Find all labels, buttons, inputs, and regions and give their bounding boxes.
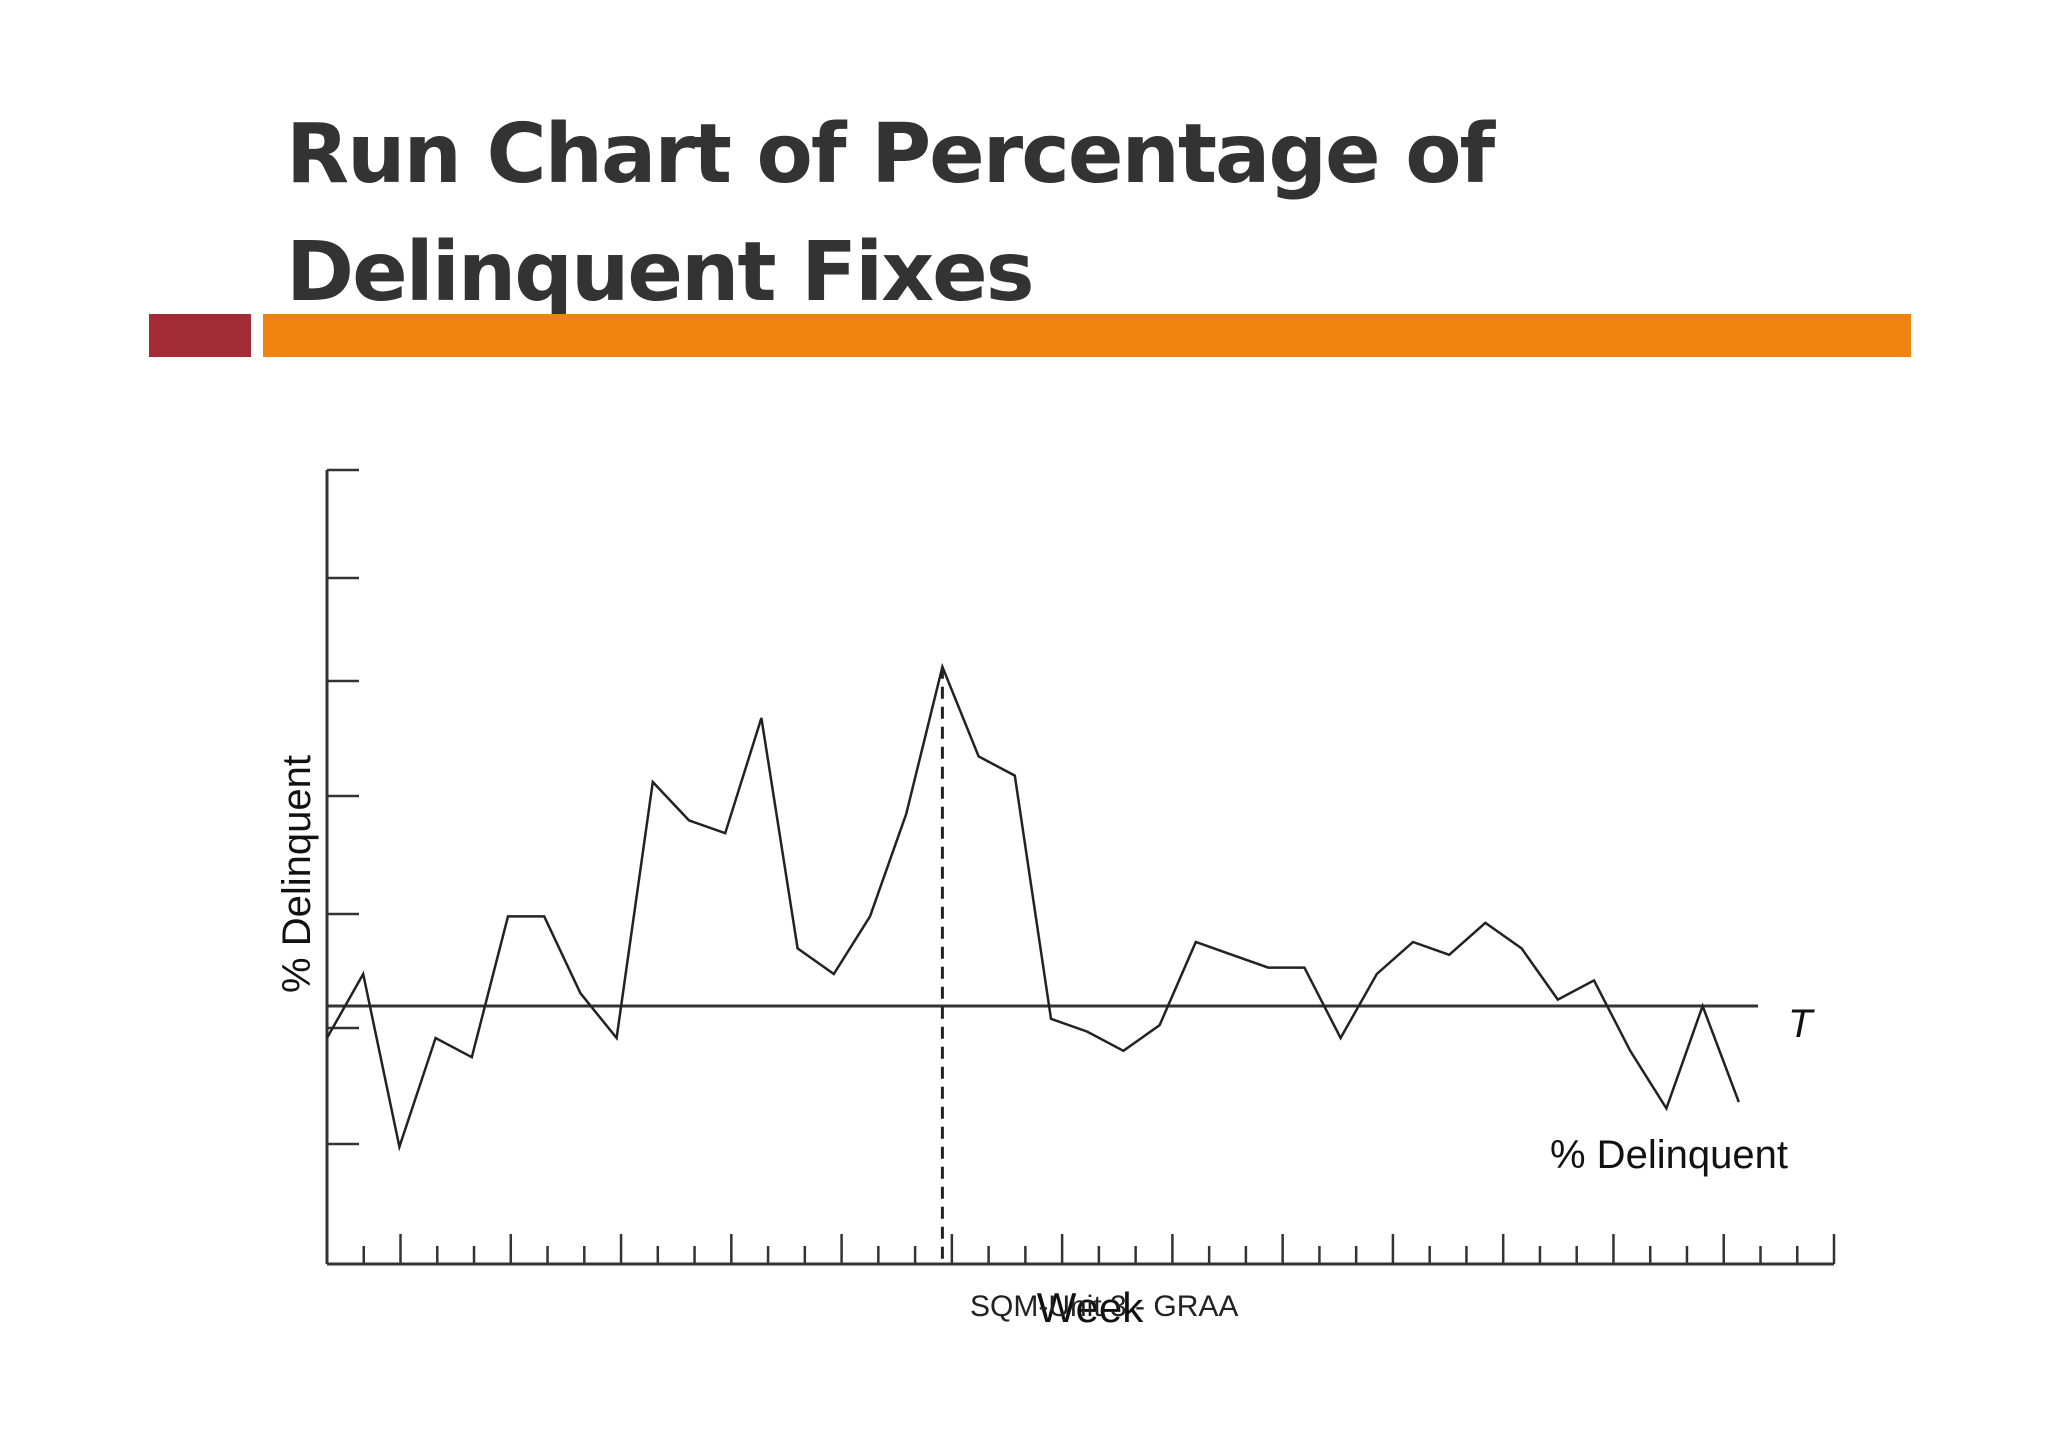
y-axis-label: % Delinquent <box>275 755 319 993</box>
series-points <box>327 667 1739 1147</box>
chart-axes <box>325 470 1834 1266</box>
reference-line-label: T <box>1788 1002 1815 1046</box>
title-accent-bar-left <box>149 314 251 357</box>
slide-title-line-2: Delinquent Fixes <box>286 225 1035 320</box>
slide-title-line-1: Run Chart of Percentage of <box>286 107 1495 202</box>
series-line-delinquent <box>325 662 1740 1152</box>
series-label: % Delinquent <box>1550 1133 1788 1177</box>
slide-title: Run Chart of Percentage of Delinquent Fi… <box>286 96 1586 332</box>
title-accent-bar-right <box>263 314 1911 357</box>
slide-footer: SQM-Unit 3 - GRAA <box>970 1290 1239 1323</box>
chart-ticks <box>325 468 1836 1264</box>
x-axis-label: Week <box>1037 1284 1145 1331</box>
